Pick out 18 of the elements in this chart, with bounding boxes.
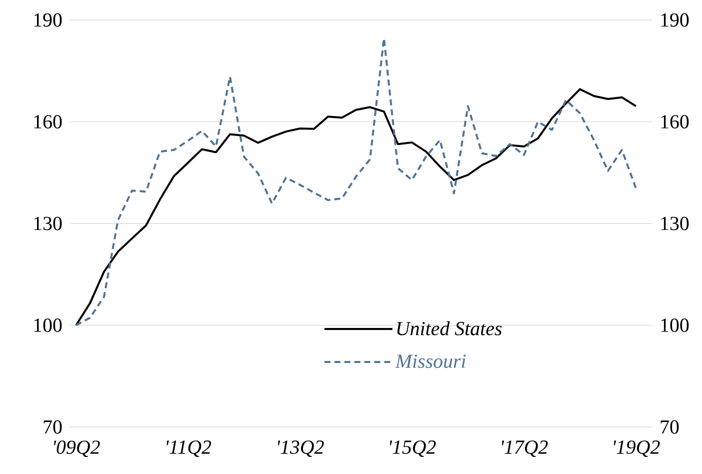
legend-label: United States	[397, 321, 502, 336]
x-tick-label: '19Q2	[614, 440, 660, 457]
legend-label: Missouri	[395, 354, 466, 368]
y2-tick-label: 160	[661, 115, 689, 128]
x-tick-label: '13Q2	[278, 440, 324, 457]
y2-tick-label: 190	[661, 13, 689, 27]
x-tick-label: '17Q2	[502, 440, 548, 457]
y-tick-label: 70	[44, 420, 62, 434]
x-tick-label: '11Q2	[166, 440, 212, 457]
y2-tick-label: 100	[661, 318, 689, 332]
y2-tick-label: 130	[661, 216, 689, 230]
x-tick-label: '09Q2	[54, 440, 100, 458]
x-tick-label: '15Q2	[390, 440, 436, 457]
y-tick-label: 190	[34, 13, 62, 27]
y2-tick-label: 70	[660, 420, 679, 434]
y-tick-label: 100	[34, 318, 62, 332]
y-tick-label: 130	[34, 216, 62, 230]
y-tick-label: 160	[34, 115, 62, 128]
